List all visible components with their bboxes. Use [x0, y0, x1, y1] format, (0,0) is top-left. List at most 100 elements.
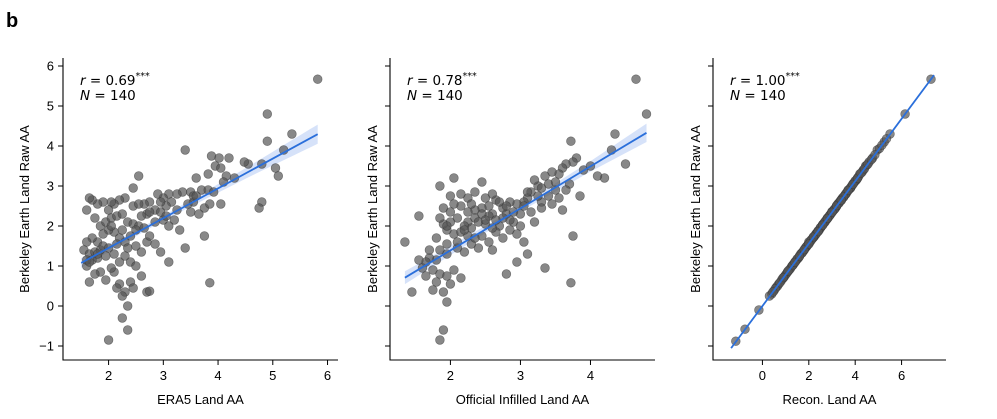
chart-panel-2: 2 3 4 Official Infilled Land AA Berkeley Ear…	[365, 58, 655, 407]
data-point	[254, 203, 264, 213]
data-point	[81, 237, 92, 247]
data-point	[428, 265, 438, 275]
data-point	[114, 257, 125, 267]
data-point	[273, 171, 283, 181]
stat-n-prefix: N =	[80, 88, 110, 104]
x-axis-label: Recon. Land AA	[783, 392, 877, 407]
data-point	[435, 181, 445, 191]
y-axis-label: Berkeley Earth Land Raw AA	[365, 125, 380, 293]
data-point	[122, 301, 133, 311]
stat-significance: ***	[136, 71, 151, 82]
data-point	[98, 229, 108, 239]
data-point	[131, 261, 141, 271]
x-tick-label: 2	[805, 368, 812, 383]
stat-n-value: 140	[437, 88, 463, 104]
chart-panel-3: 0 2 4 6 Recon. Land AA Berkeley Earth Land Ra…	[688, 58, 946, 407]
stat-r-prefix: r =	[407, 73, 432, 89]
chart-panel-1: −1 0 1 2 3 4 5 6 2 3 4 5 6 ERA5 Land AA Berkeley Earth…	[17, 58, 338, 407]
data-point	[106, 197, 117, 207]
data-point	[101, 275, 111, 285]
data-point	[456, 189, 466, 199]
data-point	[214, 153, 224, 163]
stat-significance: ***	[786, 71, 801, 82]
data-point	[155, 247, 166, 257]
x-tick-label: 3	[160, 368, 167, 383]
y-tick-label: 0	[47, 299, 54, 314]
data-point	[216, 163, 226, 173]
x-tick-label: 2	[105, 368, 112, 383]
data-point	[477, 177, 487, 187]
y-axis-label: Berkeley Earth Land Raw AA	[17, 125, 32, 293]
stat-r: r = 0.69***	[80, 71, 150, 89]
data-point	[459, 225, 470, 235]
y-tick-label: 2	[47, 219, 54, 234]
data-point	[199, 231, 210, 241]
data-point	[512, 257, 522, 267]
data-point	[164, 257, 174, 267]
data-point	[459, 247, 470, 257]
data-point	[191, 173, 201, 183]
data-point	[134, 199, 144, 209]
data-point	[431, 277, 442, 287]
data-point	[449, 265, 459, 275]
data-point	[262, 109, 272, 119]
x-axis-label: ERA5 Land AA	[157, 392, 244, 407]
data-point	[239, 157, 250, 167]
data-point	[442, 271, 452, 281]
data-point	[522, 249, 533, 259]
data-point	[424, 245, 435, 255]
stat-n-value: 140	[110, 88, 136, 104]
data-point	[144, 231, 155, 241]
data-point	[421, 271, 431, 281]
data-point	[519, 237, 529, 247]
data-point	[442, 297, 452, 307]
data-point	[435, 245, 445, 255]
data-point	[641, 109, 652, 119]
data-point	[484, 237, 494, 247]
data-point	[498, 233, 508, 243]
data-point	[547, 167, 557, 177]
data-point	[620, 159, 631, 169]
regression-line	[404, 132, 647, 279]
x-tick-label: 4	[587, 368, 594, 383]
data-point	[445, 279, 456, 289]
data-point	[575, 191, 585, 201]
data-point	[155, 197, 166, 207]
data-point	[536, 203, 547, 213]
data-point	[400, 237, 410, 247]
x-axis-label: Official Infilled Land AA	[456, 392, 590, 407]
data-point	[554, 193, 564, 203]
data-point	[473, 243, 484, 253]
data-point	[313, 74, 323, 84]
data-point	[431, 233, 442, 243]
data-point	[103, 205, 114, 215]
panel-letter: b	[6, 10, 18, 32]
data-point	[169, 215, 180, 225]
data-point	[136, 271, 147, 281]
data-point	[445, 207, 456, 217]
data-point	[194, 209, 204, 219]
stat-n: N = 140	[730, 88, 786, 104]
data-point	[117, 291, 128, 301]
data-point	[205, 199, 215, 209]
data-point	[449, 199, 459, 209]
data-point	[438, 325, 449, 335]
stat-r-prefix: r =	[80, 73, 105, 89]
data-point	[117, 225, 128, 235]
data-point	[536, 183, 547, 193]
data-point	[128, 283, 138, 293]
data-point	[164, 221, 174, 231]
data-point	[501, 201, 512, 211]
stat-significance: ***	[463, 71, 478, 82]
x-tick-label: 0	[759, 368, 766, 383]
data-point	[106, 221, 117, 231]
data-point	[131, 241, 141, 251]
data-point	[435, 335, 445, 345]
data-point	[438, 287, 449, 297]
data-point	[529, 217, 540, 227]
data-point	[172, 189, 182, 199]
data-point	[175, 225, 185, 235]
data-point	[136, 211, 147, 221]
data-point	[109, 249, 119, 259]
